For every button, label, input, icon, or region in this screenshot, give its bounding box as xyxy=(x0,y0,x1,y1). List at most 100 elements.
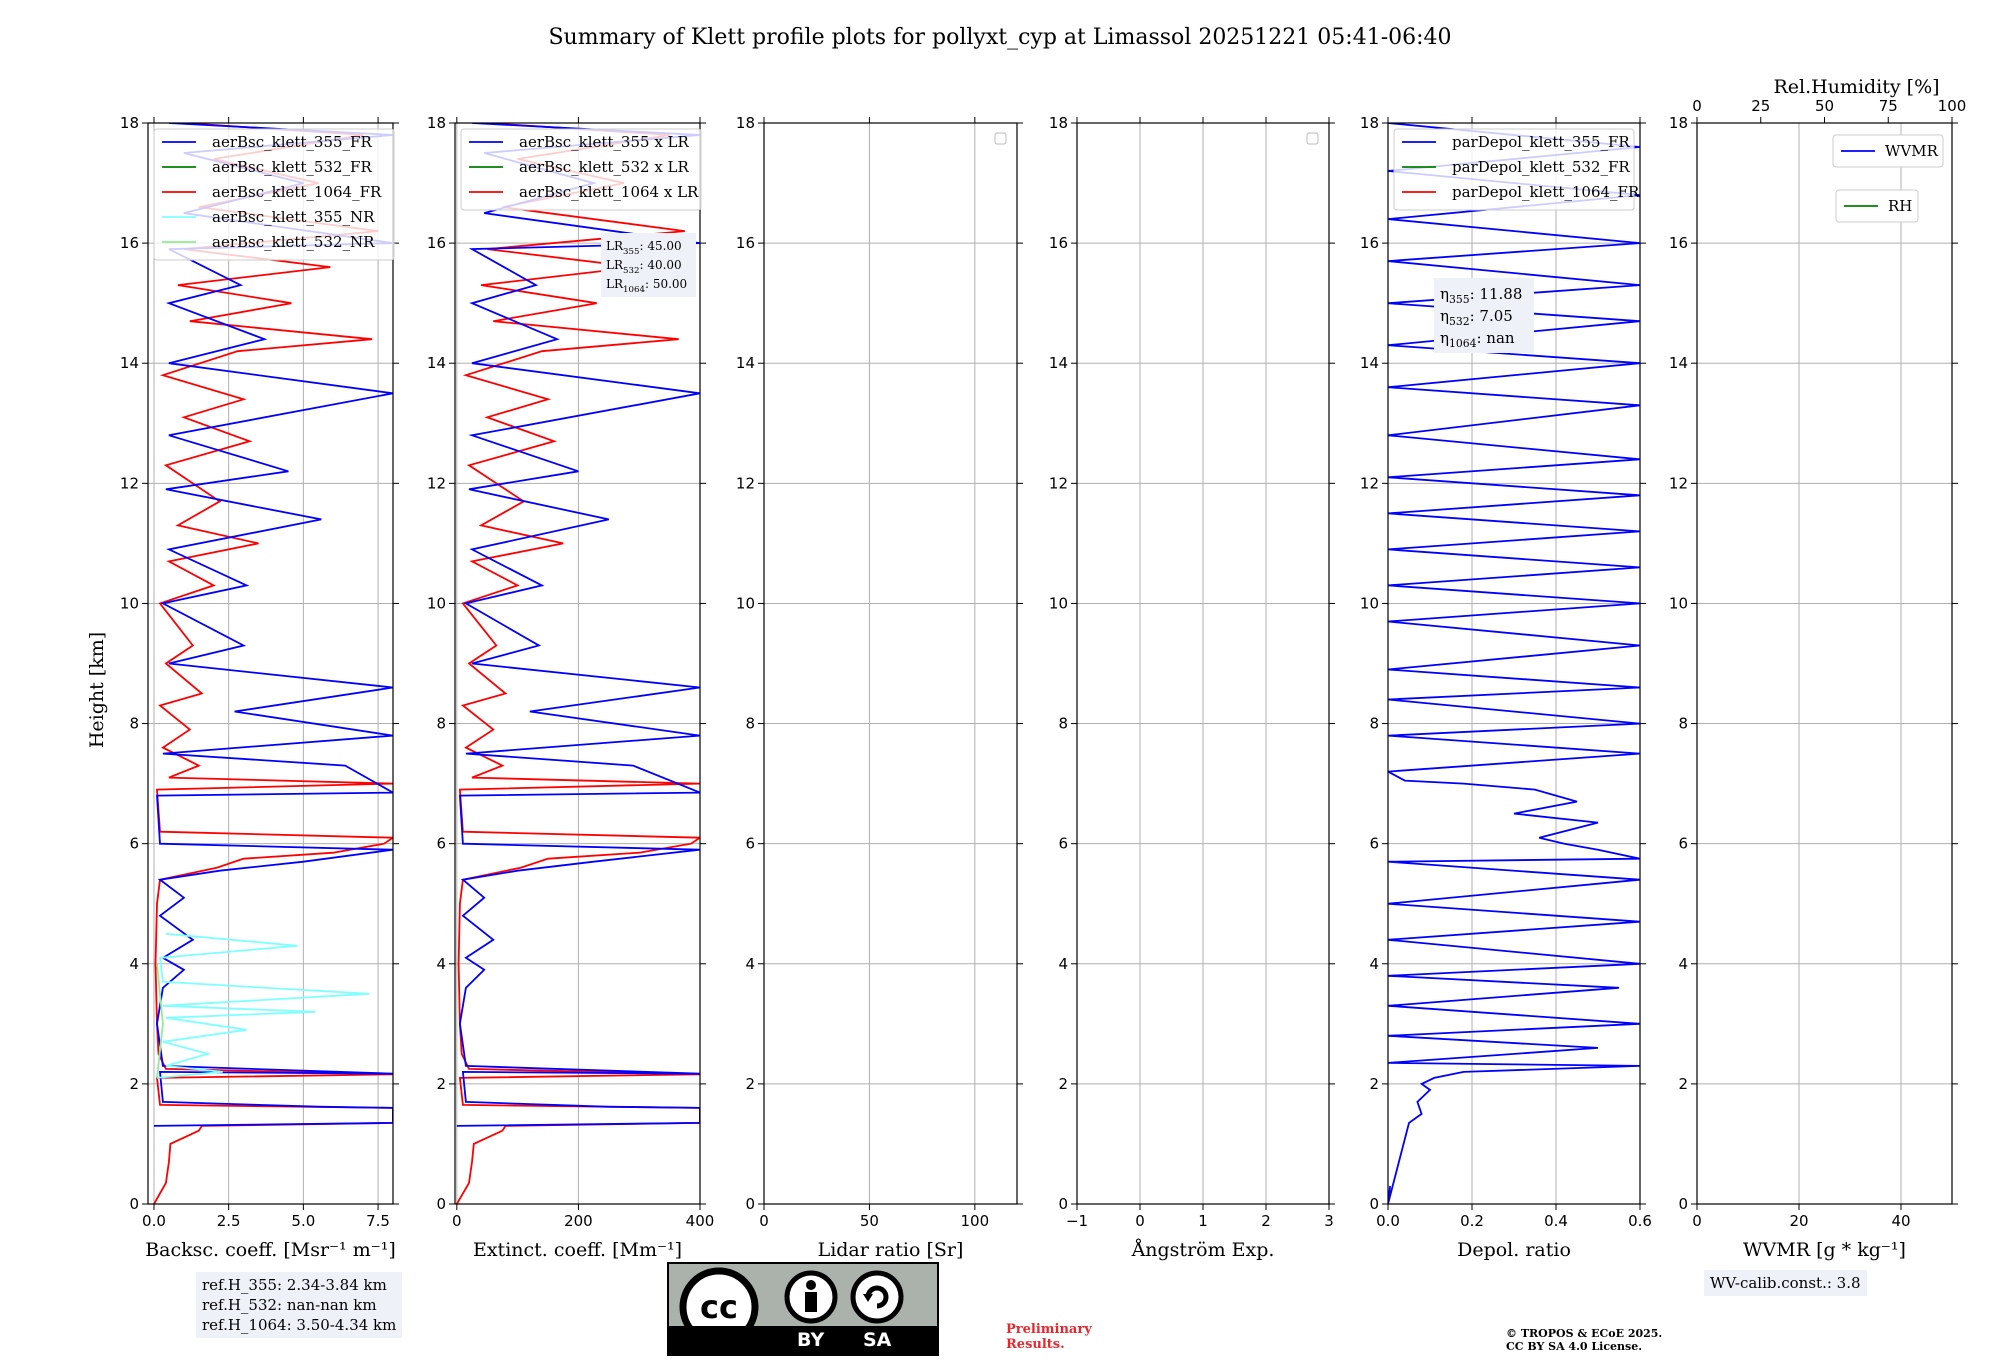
top-x-axis-label: Rel.Humidity [%] xyxy=(1773,76,1939,98)
svg-text:cc: cc xyxy=(700,1288,738,1326)
preliminary-note: Preliminary Results. xyxy=(1006,1322,1092,1352)
ytick-label: 2 xyxy=(1678,1075,1688,1093)
series-line-aerBsc_klett_1064 x LR xyxy=(456,123,700,1204)
ytick-label: 10 xyxy=(1669,594,1688,612)
ytick-label: 6 xyxy=(745,835,755,853)
cc-by-label: BY xyxy=(797,1329,825,1351)
xtick-label: 40 xyxy=(1891,1212,1910,1230)
ytick-label: 8 xyxy=(1678,715,1688,733)
ytick-label: 12 xyxy=(736,474,755,492)
ytick-label: 6 xyxy=(1678,835,1688,853)
ytick-label: 14 xyxy=(120,354,139,372)
xtick-label: 20 xyxy=(1789,1212,1808,1230)
series-line-aerBsc_klett_532_NR xyxy=(156,963,164,1078)
x-axis-label: Lidar ratio [Sr] xyxy=(818,1239,964,1261)
panel-bsc: 0 2 4 6 8 10 12 14 16 18 0.0 2.5 5.0 7.5 Backsc. coeff… xyxy=(120,114,399,1261)
xtick-label: 0.0 xyxy=(1376,1212,1400,1230)
series-group xyxy=(153,123,393,1204)
empty-legend-box xyxy=(994,132,1007,145)
ytick-label: 8 xyxy=(129,715,139,733)
legend-entry: aerBsc_klett_1064_FR xyxy=(212,183,382,201)
ytick-label: 10 xyxy=(736,594,755,612)
xtick-label: 2.5 xyxy=(217,1212,241,1230)
xtick-label: 0 xyxy=(1692,1212,1702,1230)
ytick-label: 8 xyxy=(745,715,755,733)
series-line-parDepol_klett_355_FR xyxy=(1388,123,1640,1204)
ytick-label: 18 xyxy=(1669,114,1688,132)
ytick-label: 8 xyxy=(1369,715,1379,733)
legend-entry: aerBsc_klett_355_FR xyxy=(212,133,372,151)
wv-calib-box: WV-calib.const.: 3.8 xyxy=(1704,1270,1867,1296)
cc-badge-graphic: cc xyxy=(679,1267,904,1347)
ytick-label: 4 xyxy=(436,955,446,973)
eta-1064: η1064: nan xyxy=(1440,329,1515,350)
ytick-label: 14 xyxy=(1360,354,1379,372)
ytick-label: 2 xyxy=(1058,1075,1068,1093)
ytick-label: 14 xyxy=(1669,354,1688,372)
ref-height-1064: ref.H_1064: 3.50-4.34 km xyxy=(202,1316,397,1334)
ytick-label: 8 xyxy=(1058,715,1068,733)
ytick-label: 0 xyxy=(1369,1195,1379,1213)
ytick-label: 4 xyxy=(1678,955,1688,973)
xtick-label: 400 xyxy=(686,1212,715,1230)
top-xtick-label: 50 xyxy=(1815,97,1834,115)
ytick-label: 4 xyxy=(129,955,139,973)
legend-box xyxy=(460,128,702,211)
ytick-label: 18 xyxy=(427,114,446,132)
xtick-label: 7.5 xyxy=(366,1212,390,1230)
ref-height-355: ref.H_355: 2.34-3.84 km xyxy=(202,1276,387,1294)
top-xtick-label: 75 xyxy=(1879,97,1898,115)
eta-box xyxy=(1434,278,1534,353)
copyright-line-2: CC BY SA 4.0 License. xyxy=(1506,1340,1643,1353)
eta-532: η532: 7.05 xyxy=(1440,307,1513,328)
legend-entry: parDepol_klett_1064_FR xyxy=(1452,183,1640,201)
axes-frame xyxy=(147,122,394,1205)
legend-entry: aerBsc_klett_1064 x LR xyxy=(519,183,699,201)
ref-height-box: ref.H_355: 2.34-3.84 km ref.H_532: nan-n… xyxy=(196,1272,403,1338)
series-line-aerBsc_klett_1064_FR xyxy=(153,123,393,1204)
ytick-label: 16 xyxy=(427,234,446,252)
ytick-label: 18 xyxy=(1049,114,1068,132)
xtick-label: 0.4 xyxy=(1544,1212,1568,1230)
ytick-label: 12 xyxy=(1360,474,1379,492)
x-axis-label: WVMR [g * kg⁻¹] xyxy=(1743,1239,1906,1261)
ytick-label: 10 xyxy=(120,594,139,612)
cc-sa-label: SA xyxy=(863,1329,892,1351)
ytick-label: 10 xyxy=(1049,594,1068,612)
panel-depol: 0 2 4 6 8 10 12 14 16 18 0.0 0.2 0.4 0.6 Depol. ratio p… xyxy=(1360,114,1652,1261)
ytick-label: 14 xyxy=(427,354,446,372)
lidar-ratio-532: LR532: 40.00 xyxy=(606,258,682,276)
ytick-label: 0 xyxy=(1058,1195,1068,1213)
ref-height-532: ref.H_532: nan-nan km xyxy=(202,1296,377,1314)
legend-entry: aerBsc_klett_355 x LR xyxy=(519,133,690,151)
ytick-label: 6 xyxy=(1369,835,1379,853)
xtick-label: 0 xyxy=(452,1212,462,1230)
legend-entry: aerBsc_klett_532_NR xyxy=(212,233,375,251)
xtick-label: 50 xyxy=(860,1212,879,1230)
empty-legend-box xyxy=(1306,132,1319,145)
ytick-label: 0 xyxy=(1678,1195,1688,1213)
xtick-label: 0.6 xyxy=(1628,1212,1652,1230)
ytick-label: 12 xyxy=(427,474,446,492)
xtick-label: 0 xyxy=(759,1212,769,1230)
copyright-note: © TROPOS & ECoE 2025. CC BY SA 4.0 Licen… xyxy=(1506,1327,1662,1353)
ytick-label: 2 xyxy=(129,1075,139,1093)
legend-entry: RH xyxy=(1888,197,1912,215)
ytick-label: 10 xyxy=(427,594,446,612)
top-xtick-label: 100 xyxy=(1938,97,1967,115)
series-line-aerBsc_klett_355 x LR xyxy=(456,123,700,1127)
preliminary-line-1: Preliminary xyxy=(1006,1322,1092,1337)
top-xtick-label: 25 xyxy=(1751,97,1770,115)
xtick-label: 3 xyxy=(1324,1212,1334,1230)
eta-355: η355: 11.88 xyxy=(1440,285,1522,306)
ytick-label: 14 xyxy=(1049,354,1068,372)
ytick-label: 0 xyxy=(745,1195,755,1213)
axes-frame xyxy=(454,122,701,1205)
ytick-label: 4 xyxy=(745,955,755,973)
axes-frame xyxy=(1696,122,1953,1205)
ytick-label: 2 xyxy=(436,1075,446,1093)
legend-entry: WVMR xyxy=(1885,142,1939,160)
